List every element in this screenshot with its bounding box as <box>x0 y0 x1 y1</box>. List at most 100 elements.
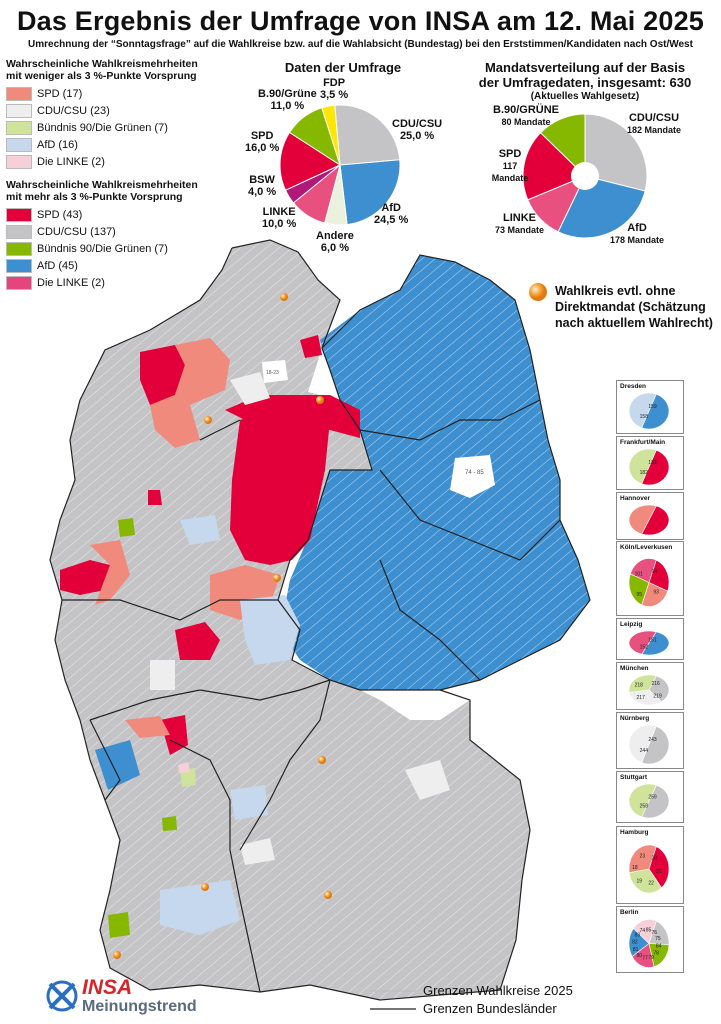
legend-strong-heading-1: Wahrscheinliche Wahlkreismehrheiten <box>6 179 198 191</box>
pie1-label-linke: LINKE 10,0 % <box>262 206 297 230</box>
pie2-label-spd: SPD 117 Mandate <box>491 148 529 183</box>
inset-wk-number: 84 <box>656 944 662 950</box>
legend-strong-label: Die LINKE (2) <box>37 276 105 289</box>
inset-map: Berlin 76 75 84 78 79 77 80 81 82 83 74 85 <box>616 906 684 973</box>
map-spd-weak-rhein <box>125 716 170 738</box>
inset-district <box>641 631 670 656</box>
map-afd-weak-by <box>230 785 268 820</box>
legend-strong-label: AfD (45) <box>37 259 78 272</box>
legend-weak-label: AfD (16) <box>37 138 78 151</box>
legend-weak-label: Die LINKE (2) <box>37 155 105 168</box>
legend-weak-item: Bündnis 90/Die Grünen (7) <box>6 119 221 136</box>
legend-strong-item: Die LINKE (2) <box>6 274 221 291</box>
pie1-label-andere: Andere 6,0 % <box>316 230 354 254</box>
pie2-slice-afd <box>557 175 646 239</box>
pie1-label-afd: AfD 24,5 % <box>374 202 409 226</box>
inset-district <box>628 783 657 818</box>
legend-strong-swatch <box>6 207 32 222</box>
map-spd-bremen-area <box>140 345 185 405</box>
pie1-slice-afd <box>339 159 401 226</box>
poll-pie-chart <box>279 104 401 226</box>
legend-strong-swatch <box>6 275 32 290</box>
inset-district <box>628 689 663 706</box>
legend-weak-item: Die LINKE (2) <box>6 153 221 170</box>
inset-wk-number: 81 <box>633 947 639 953</box>
pie1-label-gruene: B.90/Grüne 11,0 % <box>258 88 317 112</box>
legend-strong-majorities: Wahrscheinliche Wahlkreismehrheiten mit … <box>6 179 221 291</box>
legend-weak-heading-1: Wahrscheinliche Wahlkreismehrheiten <box>6 58 198 70</box>
inset-map: Köln/Leverkusen 94 93 95 101 <box>616 541 684 616</box>
map-note: Wahlkreis evtl. ohne Direktmandat (Schätz… <box>555 284 713 330</box>
inset-district <box>628 630 657 655</box>
map-state-borders <box>49 239 591 1001</box>
legend-strong-item: SPD (43) <box>6 206 221 223</box>
inset-map: Hamburg 20 21 22 19 18 23 <box>616 826 684 904</box>
pie2-label-linke: LINKE 73 Mandate <box>495 212 545 235</box>
inset-wk-number: 258 <box>640 804 649 810</box>
map-spd-ruhr <box>60 560 110 595</box>
inset-title: Nürnberg <box>620 715 650 722</box>
map-cdu-weak-bw <box>240 838 275 865</box>
inset-wk-number: 82 <box>632 939 638 945</box>
legend-strong-heading-2: mit mehr als 3 %-Punkte Vorsprung <box>6 191 183 203</box>
inset-wk-number: 217 <box>637 695 646 701</box>
inset-wk-number: 75 <box>655 936 661 942</box>
inset-title: Dresden <box>620 383 647 390</box>
map-spd-weak-coast <box>150 395 200 448</box>
pie2-slice-spd <box>522 132 586 201</box>
pie1-label-fdp: FDP 3,5 % <box>320 77 349 101</box>
map-gruene-freiburg <box>108 912 130 938</box>
inset-district <box>628 392 657 429</box>
pie1-slice-spd <box>279 131 342 191</box>
inset-district <box>641 449 670 486</box>
inset-district <box>641 725 670 765</box>
legend-weak-swatch <box>6 120 32 135</box>
inset-district <box>641 784 670 819</box>
pie2-label-afd: AfD 178 Mandate <box>610 222 665 245</box>
legend-weak-swatch <box>6 137 32 152</box>
legend-weak-item: CDU/CSU (23) <box>6 102 221 119</box>
mandate-pie-chart <box>522 113 648 239</box>
pie2-slice-b-90-gr-ne <box>539 113 586 178</box>
map-gruene-weak-heidelberg <box>180 768 196 787</box>
legend-weak-item: SPD (17) <box>6 85 221 102</box>
map-cdu-weak-sh <box>230 372 270 405</box>
legend-strong-item: AfD (45) <box>6 257 221 274</box>
pie2-label-gruene: B.90/GRÜNE 80 Mandate <box>493 104 560 127</box>
poll-pie-title: Daten der Umfrage <box>284 60 402 75</box>
inset-city-shape: 243 244 <box>628 724 670 765</box>
inset-map: München 216 219 217 218 <box>616 662 684 710</box>
map-spd-hannover-north <box>225 395 360 438</box>
inset-wk-number: 83 <box>635 933 641 939</box>
inset-city-shape: 159 158 <box>628 392 670 430</box>
inset-title: Frankfurt/Main <box>620 439 666 446</box>
page-title: Das Ergebnis der Umfrage von INSA am 12.… <box>16 6 705 36</box>
mandate-pie-title: Mandatsverteilung auf der Basis der Umfra… <box>478 60 692 90</box>
map-spd-weak-weser <box>175 338 230 405</box>
insa-logo-icon <box>46 980 78 1012</box>
inset-title: München <box>620 665 649 672</box>
inset-wk-number: 243 <box>648 737 657 743</box>
pie2-label-cdu: CDU/CSU 182 Mandate <box>627 112 682 135</box>
inset-wk-number: 18 <box>632 865 638 871</box>
inset-city-shape: 183 182 <box>628 448 670 486</box>
legend-weak-swatch <box>6 103 32 118</box>
legend-strong-label: CDU/CSU (137) <box>37 225 116 238</box>
inset-wk-number: 216 <box>651 681 660 687</box>
inset-title: Köln/Leverkusen <box>620 544 673 551</box>
map-spd-niedersachsen <box>230 400 330 565</box>
inset-district <box>633 919 657 945</box>
pie1-label-cdu: CDU/CSU 25,0 % <box>392 118 443 142</box>
inset-district <box>641 582 669 607</box>
pie2-slice-cdu-csu <box>584 113 648 192</box>
legend-strong-label: Bündnis 90/Die Grünen (7) <box>37 242 168 255</box>
legend-strong-swatch <box>6 224 32 239</box>
inset-title: Hamburg <box>620 829 649 836</box>
inset-district <box>628 868 662 894</box>
berlin-wk-label: 74 - 85 <box>465 470 484 476</box>
inset-map: Stuttgart 259 258 <box>616 771 684 823</box>
inset-wk-number: 182 <box>640 470 649 476</box>
legend-weak-swatch <box>6 154 32 169</box>
